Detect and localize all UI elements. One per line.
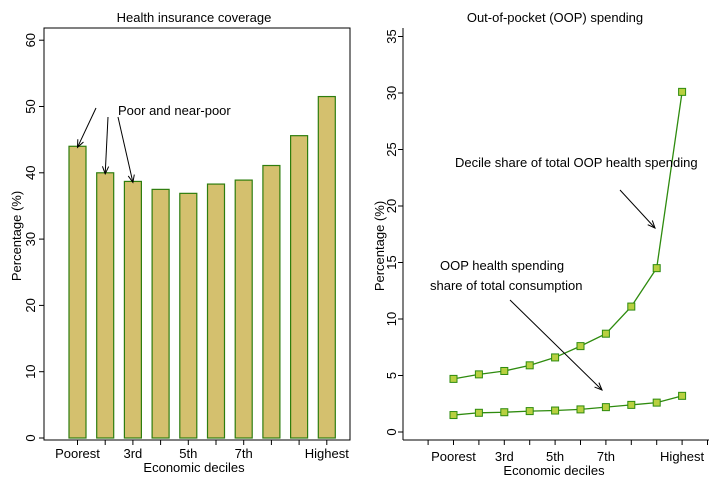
bar-y-tick-label: 30 (23, 232, 38, 246)
series-marker (500, 366, 509, 375)
bar (317, 95, 336, 439)
bar-x-tick-label: 7th (235, 446, 253, 461)
line-x-tick-label: 7th (597, 449, 615, 464)
bar-chart-panel: Health insurance coverage 0102030405060 … (9, 10, 351, 475)
bar (206, 183, 226, 439)
series-marker (627, 400, 636, 409)
bar-y-tick-label: 60 (23, 33, 38, 47)
series-marker (678, 87, 687, 96)
annotation-arrowhead (647, 220, 656, 229)
series-marker (449, 411, 458, 420)
line-x-tick-label: 3rd (495, 449, 514, 464)
annotation-decile-share: Decile share of total OOP health spendin… (455, 155, 698, 170)
bar-x-tick-label: 3rd (124, 446, 143, 461)
series-marker (551, 353, 560, 362)
annotation-arrow (117, 116, 134, 183)
bar-x-tick-label: 5th (179, 446, 197, 461)
series-marker (576, 342, 585, 351)
bar-y-tick-label: 40 (23, 166, 38, 180)
series-marker (601, 329, 610, 338)
annotation-arrowhead (127, 174, 135, 184)
line-x-tick-label: Highest (660, 449, 704, 464)
series-marker (576, 405, 585, 414)
series-marker (500, 408, 509, 417)
series-marker (601, 403, 610, 412)
bar (262, 164, 281, 439)
series-line (453, 395, 683, 416)
line-chart-title: Out-of-pocket (OOP) spending (467, 10, 643, 25)
annotation-arrowhead (594, 382, 603, 391)
series-marker (449, 374, 458, 383)
line-y-tick-label: 35 (384, 29, 399, 43)
series-marker (652, 264, 661, 273)
bar (123, 180, 143, 439)
line-annotations: Decile share of total OOP health spendin… (430, 155, 698, 391)
series-marker (627, 302, 636, 311)
bar-y-tick-label: 0 (23, 434, 38, 441)
line-y-tick-label: 30 (384, 86, 399, 100)
annotation-arrow (509, 299, 603, 391)
line-y-tick-label: 0 (384, 428, 399, 435)
annotation-arrow (77, 107, 97, 148)
bar-chart-plot-frame (43, 27, 351, 441)
series-marker (678, 391, 687, 400)
line-y-tick-label: 5 (384, 372, 399, 379)
bar-annotation: Poor and near-poor (76, 103, 231, 184)
bar-chart-title: Health insurance coverage (117, 10, 272, 25)
annotation-arrow (619, 189, 656, 229)
bar (96, 172, 115, 439)
annotation-oop-spending: OOP health spending (440, 258, 564, 273)
series-marker (525, 361, 534, 370)
series-line (453, 91, 683, 380)
line-chart-ylabel: Percentage (%) (372, 201, 387, 291)
bar (290, 135, 309, 439)
series-marker (474, 408, 483, 417)
series-marker (652, 398, 661, 407)
bar-chart-xlabel: Economic deciles (143, 460, 245, 475)
annotation-share-consumption: share of total consumption (430, 278, 582, 293)
annotation-arrow (104, 116, 109, 174)
line-y-tick-label: 15 (384, 255, 399, 269)
line-chart-xlabel: Economic deciles (503, 463, 605, 478)
series-marker (525, 407, 534, 416)
bar (234, 179, 253, 439)
line-chart-panel: Out-of-pocket (OOP) spending 0 5 10 15 20 25 3… (372, 10, 709, 478)
bar-y-tick-label: 50 (23, 99, 38, 113)
bar (151, 188, 170, 439)
bar (68, 145, 87, 439)
line-x-tick-label: 5th (546, 449, 564, 464)
bar (179, 192, 198, 439)
annotation-poor-and-near-poor: Poor and near-poor (118, 103, 231, 118)
line-y-tick-label: 25 (384, 142, 399, 156)
annotation-arrowhead (101, 166, 110, 176)
line-y-tick-label: 10 (384, 312, 399, 326)
series-marker (551, 406, 560, 415)
annotation-arrowhead (76, 139, 84, 149)
bar-y-tick-label: 10 (23, 364, 38, 378)
series-marker (474, 370, 483, 379)
line-x-tick-label: Poorest (431, 449, 476, 464)
bar-chart-ylabel: Percentage (%) (9, 191, 24, 281)
bar-x-tick-label: Poorest (55, 446, 100, 461)
line-y-tick-label: 20 (384, 199, 399, 213)
bar-y-tick-label: 20 (23, 298, 38, 312)
bar-x-tick-label: Highest (305, 446, 349, 461)
